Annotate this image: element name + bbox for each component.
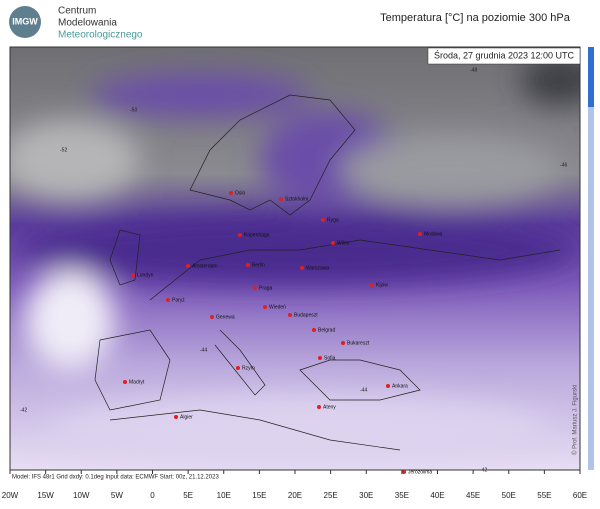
x-tick-label: 10W: [73, 491, 90, 500]
city-label: Algier: [180, 414, 193, 420]
city-dot: [174, 415, 178, 419]
org-line: Meteorologicznego: [58, 30, 143, 41]
org-line: Modelowania: [58, 18, 117, 29]
city-dot: [402, 470, 406, 474]
city-dot: [253, 286, 257, 290]
city-dot: [236, 366, 240, 370]
city-dot: [318, 356, 322, 360]
city-label: Berlin: [252, 262, 265, 268]
coastlines: [94, 94, 561, 451]
city-label: Wilno: [337, 240, 350, 246]
city-dot: [123, 380, 127, 384]
city-dot: [317, 405, 321, 409]
city-label: Kopenhaga: [244, 232, 270, 238]
footer: Model: IFS 48r1 Grid dxdy: 0.1deg Input …: [12, 475, 219, 481]
title: Temperatura [°C] na poziomie 300 hPa: [380, 12, 571, 24]
x-tick-label: 40E: [430, 491, 444, 500]
contour-label: -46: [560, 162, 567, 168]
city-dot: [312, 328, 316, 332]
city-label: Amsterdam: [192, 263, 218, 269]
city-dot: [238, 233, 242, 237]
credit: © Prof. Mariusz J. Figurski: [572, 385, 579, 455]
x-tick-label: 50E: [502, 491, 516, 500]
city-label: Kijów: [376, 282, 388, 288]
footer-box: [10, 472, 245, 482]
city-label: Londyn: [137, 272, 154, 278]
color-bar: [588, 47, 594, 470]
city-label: Bukareszt: [347, 340, 370, 346]
city-label: Ateny: [323, 404, 336, 410]
x-tick-label: 60E: [573, 491, 587, 500]
x-tick-label: 30E: [359, 491, 373, 500]
city-dot: [229, 191, 233, 195]
city-label: Oslo: [235, 190, 246, 196]
city-dot: [186, 264, 190, 268]
contour-label: -50: [130, 107, 137, 113]
x-tick-label: 20W: [2, 491, 19, 500]
color-bar-top: [588, 47, 594, 107]
x-tick-label: 20E: [288, 491, 302, 500]
city-label: Genewa: [216, 314, 235, 320]
contour-label: -42: [480, 467, 487, 473]
city-label: Warszawa: [306, 265, 329, 271]
city-dot: [288, 313, 292, 317]
city-dot: [166, 298, 170, 302]
logo-circle: [9, 6, 41, 38]
city-dot: [341, 341, 345, 345]
x-tick-label: 45E: [466, 491, 480, 500]
x-tick-label: 15E: [252, 491, 266, 500]
city-label: Wiedeń: [269, 304, 286, 310]
city-label: Paryż: [172, 297, 185, 303]
city-dot: [131, 273, 135, 277]
city-label: Budapeszt: [294, 312, 318, 318]
city-dot: [263, 305, 267, 309]
city-label: Belgrad: [318, 327, 335, 333]
x-tick-label: 5E: [183, 491, 193, 500]
org-line: Centrum: [58, 6, 96, 17]
city-label: Praga: [259, 285, 273, 291]
city-dot: [246, 263, 250, 267]
city-label: Rzym: [242, 365, 255, 371]
x-tick-label: 5W: [111, 491, 123, 500]
x-tick-label: 35E: [395, 491, 409, 500]
x-tick-label: 55E: [537, 491, 551, 500]
city-dot: [331, 241, 335, 245]
date: Środa, 27 grudnia 2023 12:00 UTC: [434, 49, 575, 60]
city-dot: [210, 315, 214, 319]
city-dot: [279, 197, 283, 201]
city-label: Moskwa: [424, 231, 443, 237]
city-dot: [418, 232, 422, 236]
city-dot: [386, 384, 390, 388]
x-tick-label: 10E: [217, 491, 231, 500]
city-dot: [300, 266, 304, 270]
contour-label: -48: [470, 67, 477, 73]
date-box: [427, 47, 581, 65]
contour-label: -44: [200, 347, 207, 353]
x-tick-label: 25E: [324, 491, 338, 500]
city-dot: [321, 218, 325, 222]
city-label: Jerozolima: [408, 469, 432, 475]
contour-label: -44: [360, 387, 367, 393]
city-label: Ryga: [327, 217, 339, 223]
city-label: Sofia: [324, 355, 336, 361]
city-dot: [370, 283, 374, 287]
city-label: Ankara: [392, 383, 408, 389]
city-label: Sztokholm: [285, 196, 308, 202]
contour-label: -52: [60, 147, 67, 153]
logo: IMGW: [12, 16, 38, 26]
contour-label: -42: [20, 407, 27, 413]
city-label: Madryt: [129, 379, 145, 385]
x-tick-label: 15W: [37, 491, 54, 500]
x-tick-label: 0: [150, 491, 155, 500]
